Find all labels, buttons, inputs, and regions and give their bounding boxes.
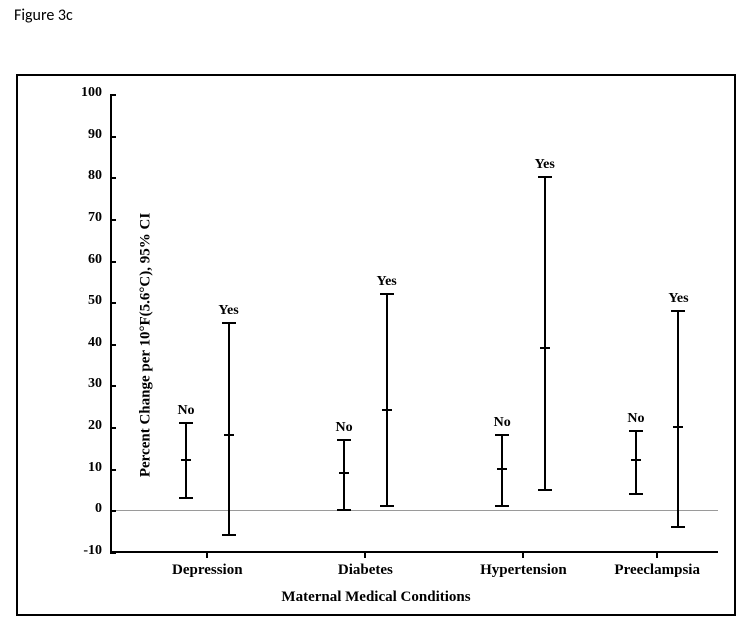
errorbar-mid [540,347,550,349]
errorbar-mid [631,459,641,461]
errorbar-cap-bottom [629,493,643,495]
y-tick [110,385,116,387]
errorbar-cap-bottom [671,526,685,528]
series-label: No [336,420,353,436]
figure-title: Figure 3c [14,6,73,25]
errorbar-cap-top [179,422,193,424]
series-label: Yes [218,303,238,319]
errorbar-mid [382,409,392,411]
x-tick [656,552,658,558]
errorbar-line [386,294,388,506]
errorbar-line [635,431,637,493]
y-tick [110,94,116,96]
y-tick-label: 50 [62,293,102,309]
errorbar-mid [673,426,683,428]
errorbar-cap-top [671,310,685,312]
errorbar-cap-top [538,176,552,178]
y-tick [110,552,116,554]
y-tick-label: 100 [62,85,102,101]
x-tick [364,552,366,558]
plot-area: -100102030405060708090100DepressionDiabe… [110,94,718,552]
errorbar-cap-top [380,293,394,295]
errorbar-cap-bottom [222,534,236,536]
y-tick [110,261,116,263]
errorbar-cap-bottom [380,505,394,507]
series-label: No [494,415,511,431]
x-axis-label: Maternal Medical Conditions [18,589,734,606]
y-tick-label: -10 [62,543,102,559]
errorbar-mid [181,459,191,461]
y-tick-label: 40 [62,335,102,351]
x-tick-label: Preeclampsia [614,562,700,579]
x-tick [206,552,208,558]
errorbar-mid [497,468,507,470]
y-tick [110,302,116,304]
errorbar-line [501,435,503,506]
y-tick-label: 10 [62,460,102,476]
y-tick [110,427,116,429]
errorbar-cap-top [495,434,509,436]
x-tick-label: Depression [172,562,243,579]
errorbar-cap-bottom [179,497,193,499]
reference-line [110,510,718,511]
series-label: Yes [535,157,555,173]
y-tick-label: 90 [62,127,102,143]
errorbar-cap-bottom [538,489,552,491]
y-tick-label: 20 [62,418,102,434]
errorbar-cap-top [337,439,351,441]
errorbar-cap-bottom [337,509,351,511]
x-tick [522,552,524,558]
errorbar-line [228,323,230,535]
plot-frame: Percent Change per 10°F(5.6°C), 95% CI -… [16,74,736,616]
y-tick [110,469,116,471]
y-tick [110,136,116,138]
x-tick-label: Hypertension [480,562,567,579]
errorbar-line [677,311,679,528]
series-label: No [177,403,194,419]
y-tick-label: 80 [62,168,102,184]
y-tick [110,344,116,346]
series-label: Yes [377,274,397,290]
errorbar-line [544,177,546,489]
x-axis-bottom [110,551,718,553]
series-label: No [627,411,644,427]
y-tick [110,219,116,221]
series-label: Yes [668,291,688,307]
errorbar-line [343,440,345,511]
y-tick-label: 60 [62,252,102,268]
y-axis [110,94,112,552]
y-tick [110,177,116,179]
y-tick [110,510,116,512]
y-tick-label: 0 [62,501,102,517]
errorbar-cap-top [222,322,236,324]
errorbar-mid [339,472,349,474]
errorbar-mid [224,434,234,436]
y-tick-label: 70 [62,210,102,226]
y-tick-label: 30 [62,376,102,392]
errorbar-cap-top [629,430,643,432]
x-tick-label: Diabetes [338,562,393,579]
errorbar-cap-bottom [495,505,509,507]
